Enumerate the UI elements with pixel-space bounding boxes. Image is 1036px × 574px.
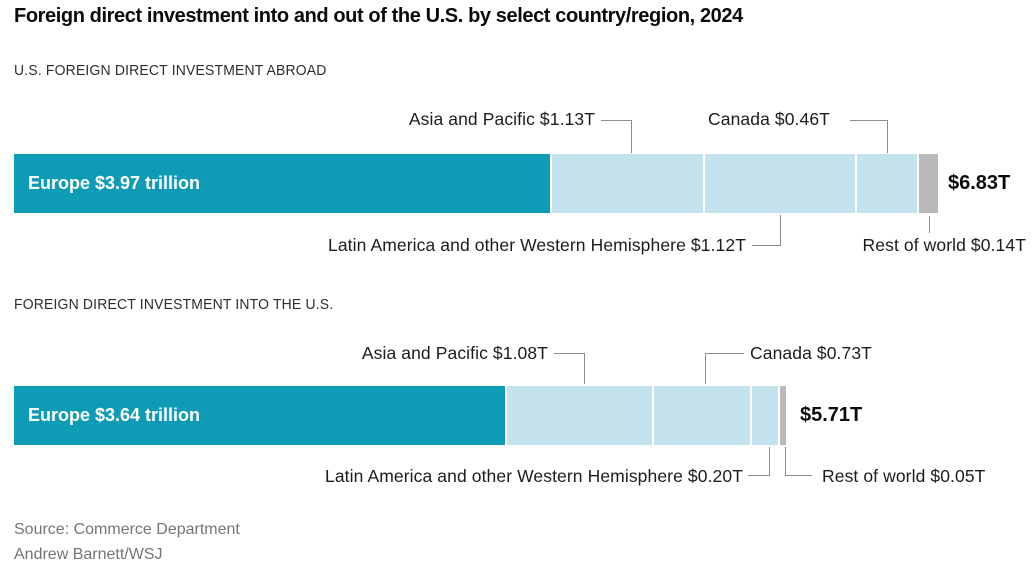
leader-line-canada-into-us: [705, 353, 744, 384]
leader-line-rest-of-world-abroad: [929, 216, 930, 233]
bar-label-europe-into-us: Europe $3.64 trillion: [28, 405, 201, 425]
callout-rest-of-world-into-us: Rest of world $0.05T: [822, 466, 986, 486]
bar-segment-canada: [653, 386, 753, 445]
source-line: Source: Commerce Department: [14, 521, 240, 538]
stacked-bar-abroad: [14, 154, 939, 213]
leader-line-latin-america-into-us: [748, 447, 770, 476]
bar-segment-europe: [14, 154, 552, 213]
leader-line-rest-of-world-into-us: [785, 447, 812, 476]
bar-segment-asia-and-pacific: [507, 386, 654, 445]
credit-line: Andrew Barnett/WSJ: [14, 546, 163, 563]
bar-segment-latin-america-and-other-western-hemisphere: [752, 386, 780, 445]
bar-segment-asia-and-pacific: [551, 154, 706, 213]
section-label-into-us: FOREIGN DIRECT INVESTMENT INTO THE U.S.: [14, 296, 334, 313]
callout-latin-america-into-us: Latin America and other Western Hemisphe…: [325, 466, 743, 486]
section-label-abroad: U.S. FOREIGN DIRECT INVESTMENT ABROAD: [14, 62, 327, 79]
callout-asia-pacific-abroad: Asia and Pacific $1.13T: [408, 109, 595, 129]
bar-label-europe-abroad: Europe $3.97 trillion: [28, 173, 201, 193]
stacked-bar-into-us: [14, 386, 787, 445]
bar-segment-rest-of-world: [779, 386, 787, 445]
total-label-abroad: $6.83T: [948, 172, 1011, 194]
callout-canada-abroad: Canada $0.46T: [708, 109, 830, 129]
leader-line-canada-abroad: [850, 120, 888, 153]
callout-latin-america-abroad: Latin America and other Western Hemisphe…: [328, 235, 746, 255]
total-label-into-us: $5.71T: [800, 404, 863, 426]
bar-segment-rest-of-world: [919, 154, 939, 213]
bar-segment-canada: [856, 154, 920, 213]
callout-rest-of-world-abroad: Rest of world $0.14T: [862, 235, 1026, 255]
chart-title: Foreign direct investment into and out o…: [14, 5, 743, 27]
bar-segment-latin-america-and-other-western-hemisphere: [705, 154, 857, 213]
callout-canada-into-us: Canada $0.73T: [750, 343, 872, 363]
leader-line-asia-pacific-abroad: [601, 120, 632, 153]
callout-asia-pacific-into-us: Asia and Pacific $1.08T: [361, 343, 548, 363]
bar-segment-europe: [14, 386, 508, 445]
leader-line-asia-pacific-into-us: [554, 353, 585, 384]
leader-line-latin-america-abroad: [752, 215, 781, 246]
